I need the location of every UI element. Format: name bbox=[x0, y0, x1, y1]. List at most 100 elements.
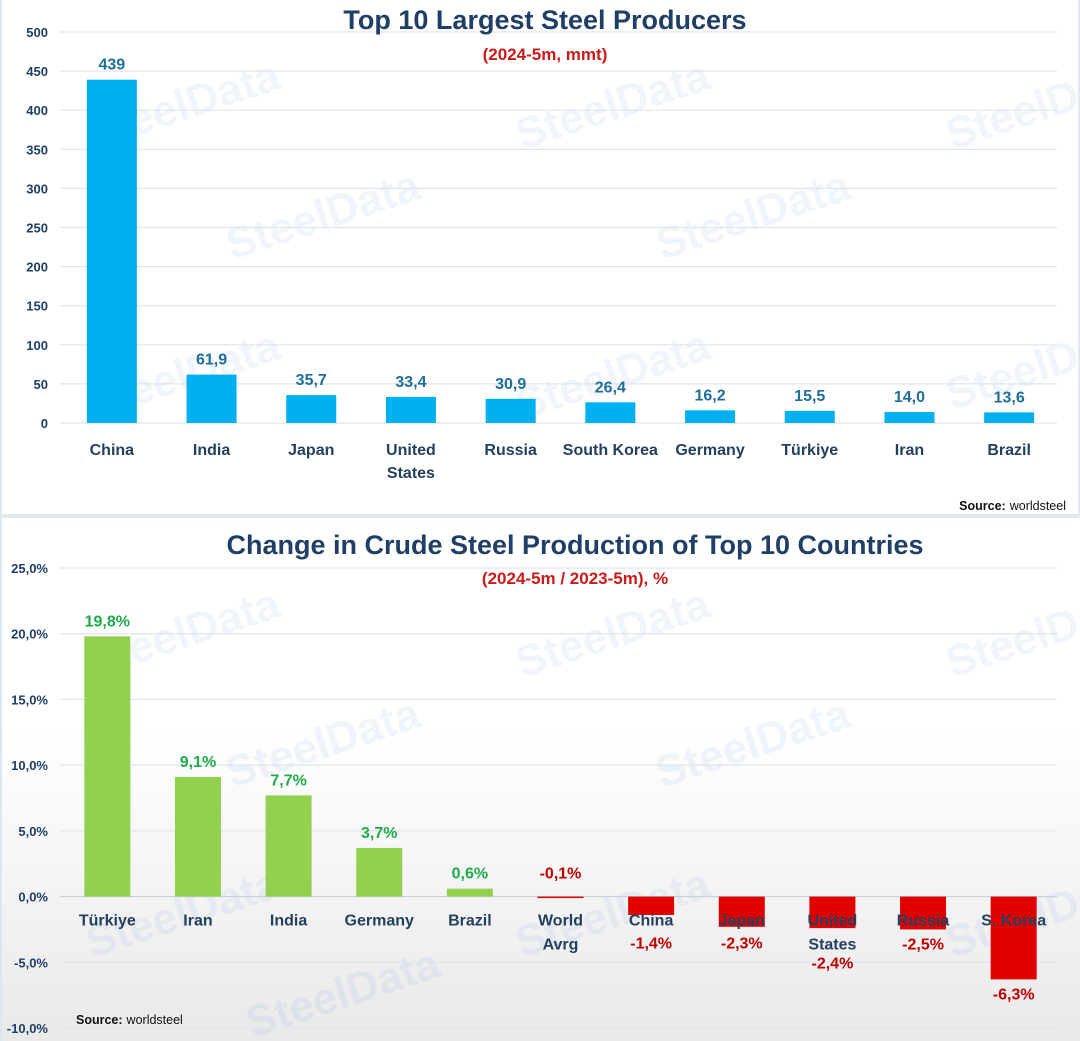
bottom-chart-title: Change in Crude Steel Production of Top … bbox=[226, 530, 923, 560]
bar bbox=[628, 896, 675, 915]
bar bbox=[86, 79, 137, 424]
x-tick-label: S. Korea bbox=[981, 913, 1046, 930]
y-tick-label: 0 bbox=[41, 416, 48, 431]
bar bbox=[186, 374, 237, 423]
y-tick-label: 5,0% bbox=[18, 824, 48, 839]
data-label: 3,7% bbox=[361, 825, 397, 842]
data-label: -0,1% bbox=[540, 866, 582, 883]
watermark-text: SteelData bbox=[510, 51, 716, 160]
bar bbox=[884, 412, 935, 423]
data-label: 14,0 bbox=[894, 389, 925, 406]
top-chart-source: Source: worldsteel bbox=[959, 499, 1066, 513]
x-tick-label: Japan bbox=[288, 442, 334, 459]
source-value: worldsteel bbox=[1009, 499, 1066, 513]
watermark-text: SteelData bbox=[650, 689, 856, 798]
x-tick-label: Russia bbox=[897, 913, 950, 930]
bottom-chart-source: Source: worldsteel bbox=[76, 1013, 183, 1027]
y-tick-label: 200 bbox=[26, 260, 48, 275]
y-tick-label: 20,0% bbox=[11, 627, 48, 642]
x-tick-label: States bbox=[387, 465, 435, 482]
bar bbox=[286, 395, 337, 423]
data-label: 7,7% bbox=[270, 772, 306, 789]
x-tick-label: Iran bbox=[895, 442, 924, 459]
data-label: 35,7 bbox=[296, 372, 327, 389]
bar bbox=[809, 896, 856, 929]
bar bbox=[585, 402, 636, 423]
y-tick-label: -10,0% bbox=[7, 1021, 49, 1036]
bar bbox=[446, 888, 493, 897]
x-tick-label: Brazil bbox=[987, 442, 1031, 459]
bar bbox=[174, 776, 221, 897]
y-tick-label: 250 bbox=[26, 221, 48, 236]
watermark-text: SteelData bbox=[240, 939, 446, 1041]
x-tick-label: Russia bbox=[484, 442, 537, 459]
x-tick-label: Türkiye bbox=[79, 913, 136, 930]
top-chart-panel: SteelData SteelData SteelData SteelData Stee… bbox=[0, 0, 1080, 516]
data-label: -1,4% bbox=[630, 936, 672, 953]
y-tick-label: 15,0% bbox=[11, 692, 48, 707]
data-label: 19,8% bbox=[85, 613, 130, 630]
x-tick-label: India bbox=[270, 913, 307, 930]
data-label: -2,3% bbox=[721, 936, 763, 953]
bar bbox=[537, 896, 584, 899]
x-tick-label: States bbox=[808, 937, 856, 954]
y-tick-label: 150 bbox=[26, 299, 48, 314]
y-tick-label: -5,0% bbox=[14, 955, 48, 970]
data-label: -2,4% bbox=[812, 956, 854, 973]
panel-divider bbox=[0, 514, 1080, 519]
bar bbox=[784, 410, 835, 423]
y-tick-label: 0,0% bbox=[18, 890, 48, 905]
data-label: -2,5% bbox=[902, 936, 944, 953]
bar bbox=[485, 398, 536, 423]
x-tick-label: Germany bbox=[675, 442, 744, 459]
y-tick-label: 300 bbox=[26, 181, 48, 196]
source-value: worldsteel bbox=[126, 1013, 183, 1027]
x-tick-label: Türkiye bbox=[781, 442, 838, 459]
x-tick-label: United bbox=[386, 442, 436, 459]
y-tick-label: 50 bbox=[34, 377, 48, 392]
x-tick-label: China bbox=[629, 913, 674, 930]
data-label: 33,4 bbox=[395, 374, 426, 391]
x-tick-label: Iran bbox=[183, 913, 212, 930]
data-label: 16,2 bbox=[694, 387, 725, 404]
bar bbox=[84, 636, 131, 897]
bar bbox=[990, 896, 1037, 980]
data-label: 0,6% bbox=[452, 866, 488, 883]
watermark-text: SteelData bbox=[220, 161, 426, 270]
data-label: -6,3% bbox=[993, 986, 1035, 1003]
data-label: 15,5 bbox=[794, 388, 825, 405]
y-tick-label: 25,0% bbox=[11, 561, 48, 576]
bar bbox=[356, 847, 403, 897]
top-chart-subtitle: (2024-5m, mmt) bbox=[483, 45, 608, 64]
watermark-text: SteelData bbox=[220, 689, 426, 798]
x-tick-label: India bbox=[193, 442, 230, 459]
y-tick-label: 100 bbox=[26, 338, 48, 353]
source-label: Source: bbox=[76, 1013, 123, 1027]
x-tick-label: World bbox=[538, 913, 583, 930]
x-tick-label: Japan bbox=[719, 913, 765, 930]
x-tick-label: China bbox=[90, 442, 135, 459]
watermark-text: SteelData bbox=[650, 161, 856, 270]
y-tick-label: 450 bbox=[26, 64, 48, 79]
y-tick-label: 500 bbox=[26, 25, 48, 40]
bottom-chart-subtitle: (2024-5m / 2023-5m), % bbox=[482, 569, 668, 588]
x-tick-label: Brazil bbox=[448, 913, 492, 930]
x-tick-label: Avrg bbox=[543, 937, 579, 954]
bottom-chart-panel: SteelData SteelData SteelData SteelData Stee… bbox=[0, 518, 1080, 1041]
x-tick-label: South Korea bbox=[563, 442, 658, 459]
y-tick-label: 10,0% bbox=[11, 758, 48, 773]
data-label: 30,9 bbox=[495, 376, 526, 393]
x-tick-label: Germany bbox=[345, 913, 414, 930]
source-label: Source: bbox=[959, 499, 1006, 513]
bar bbox=[265, 795, 312, 897]
y-tick-label: 400 bbox=[26, 103, 48, 118]
y-tick-label: 350 bbox=[26, 142, 48, 157]
bar bbox=[385, 396, 436, 423]
data-label: 13,6 bbox=[994, 389, 1025, 406]
data-label: 26,4 bbox=[595, 379, 626, 396]
data-label: 61,9 bbox=[196, 352, 227, 369]
data-label: 439 bbox=[98, 57, 125, 74]
data-label: 9,1% bbox=[180, 754, 216, 771]
